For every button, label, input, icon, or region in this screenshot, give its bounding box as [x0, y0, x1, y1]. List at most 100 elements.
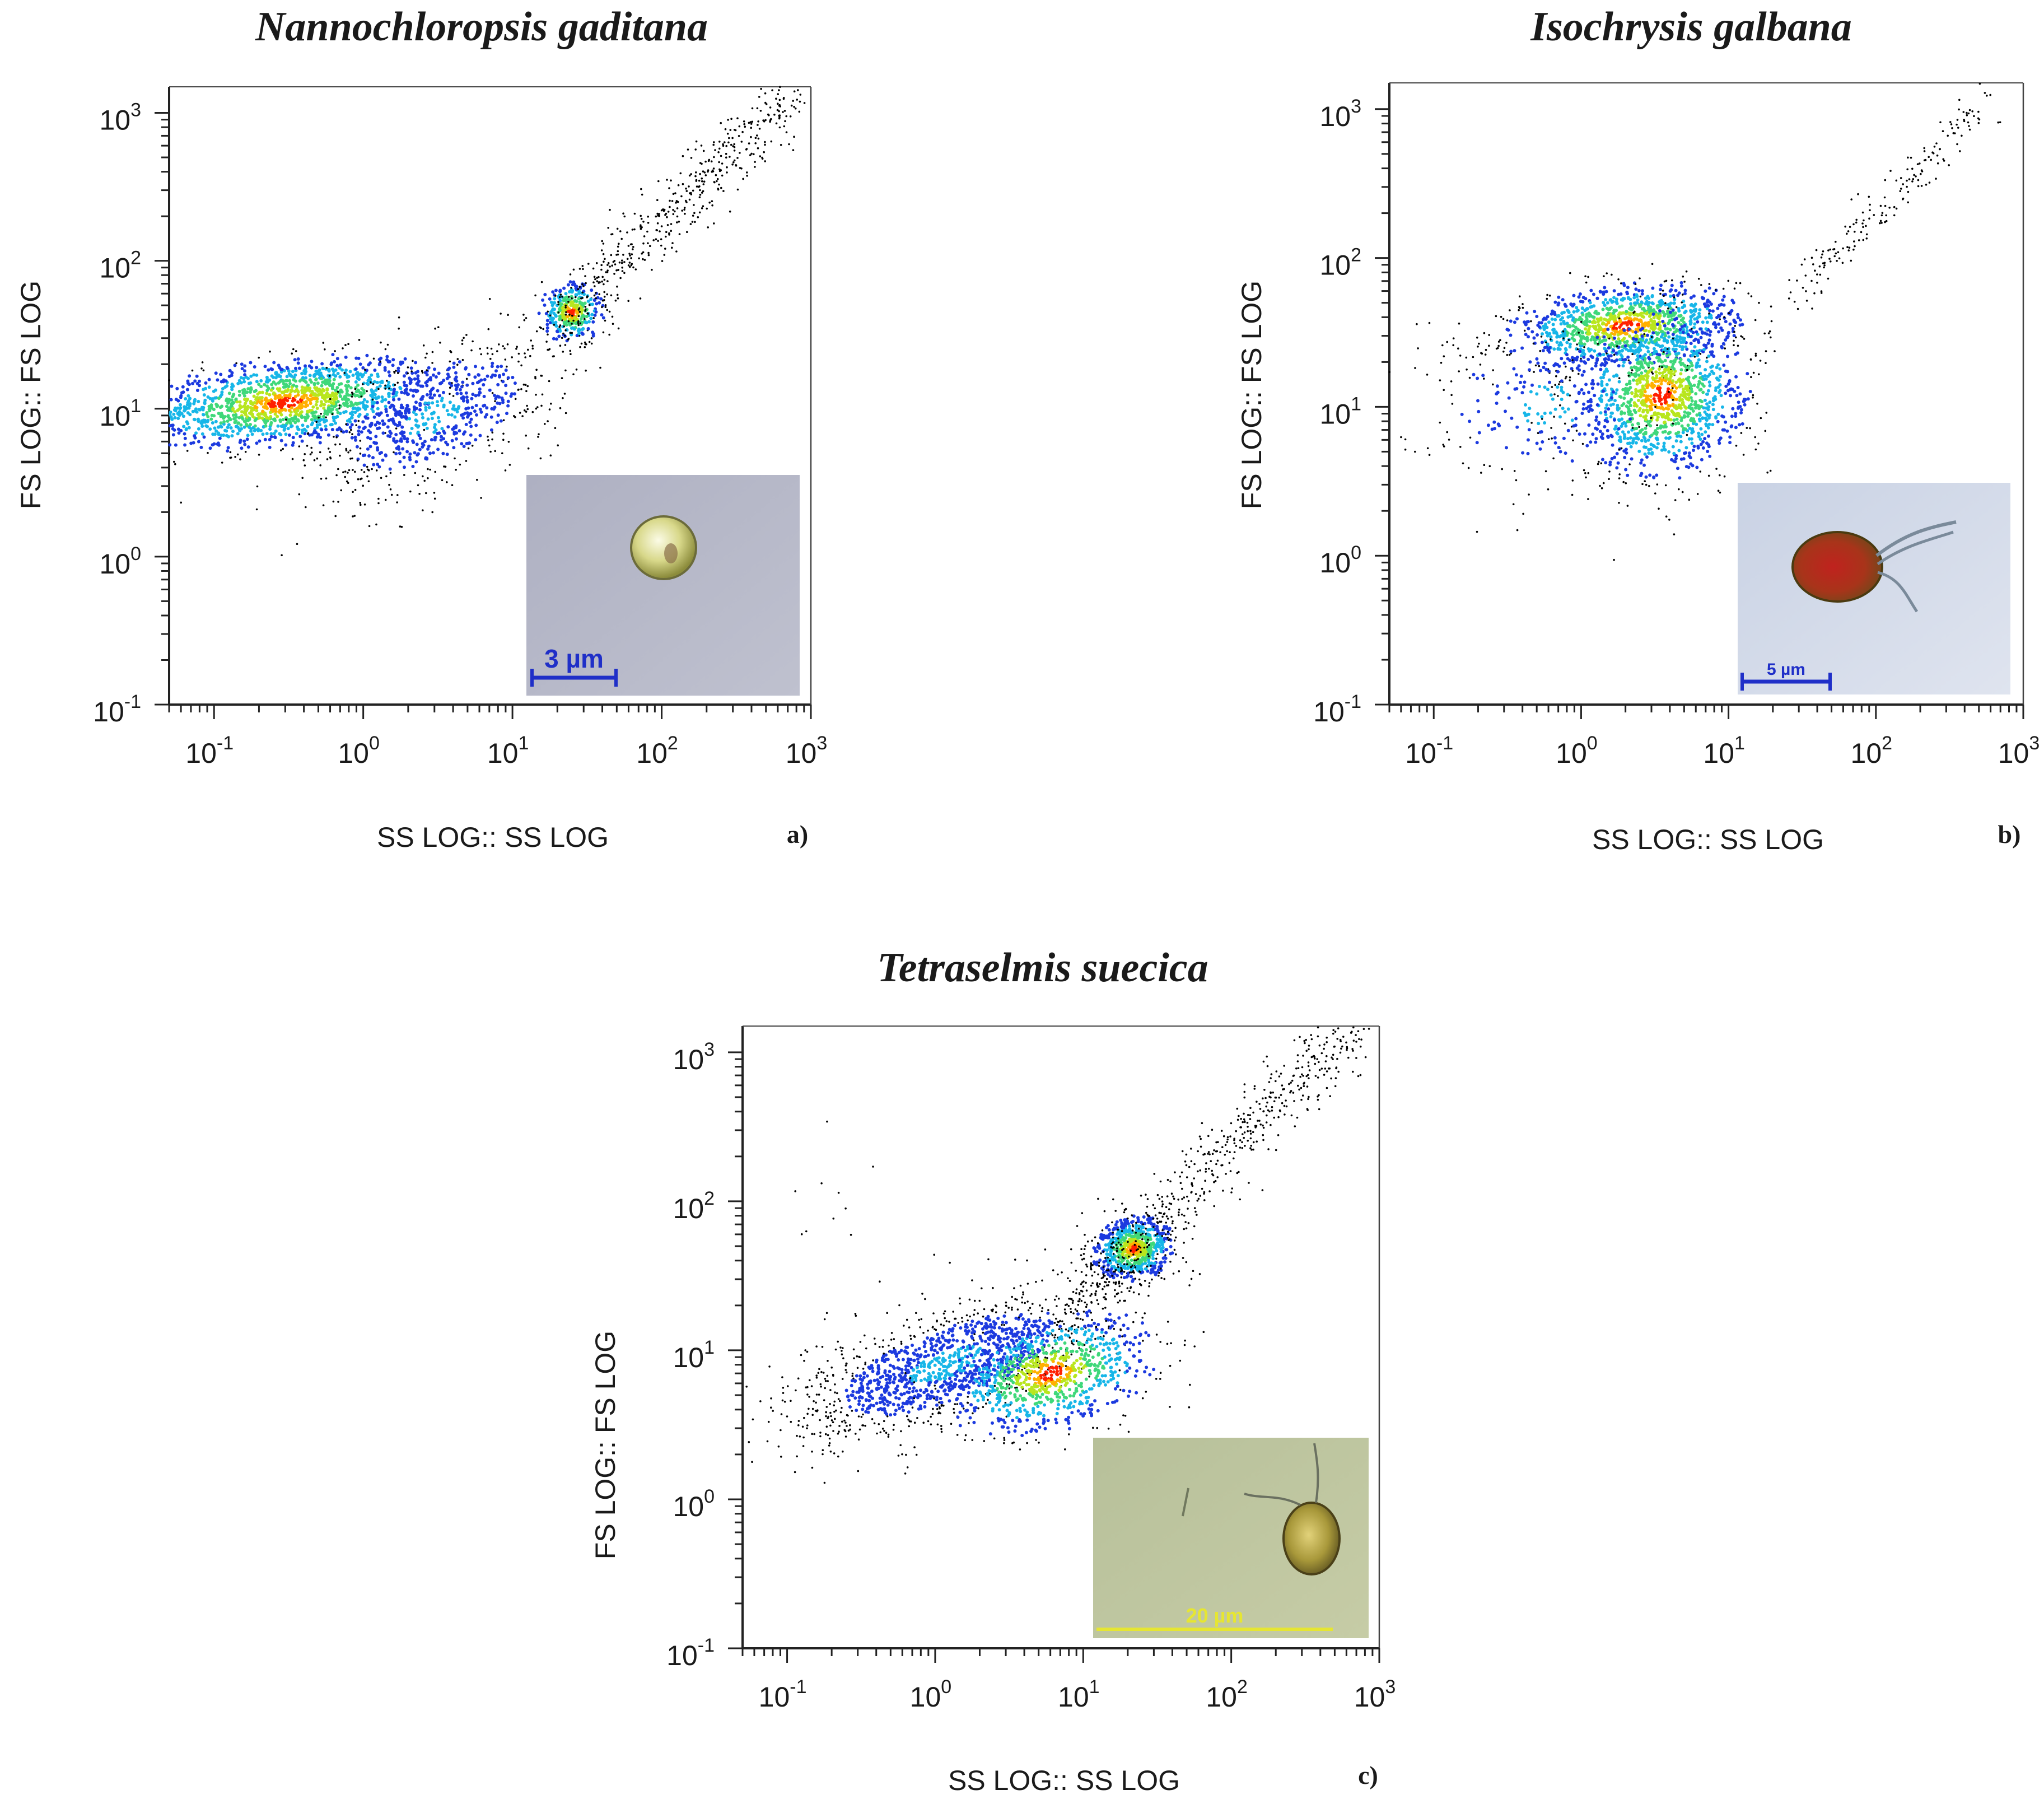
x-tick-label: 10-1 [185, 733, 234, 769]
scatter-point [387, 384, 391, 388]
scatter-point [1584, 383, 1588, 386]
scatter-point [358, 339, 361, 341]
scatter-point [268, 445, 272, 449]
scatter-point [1678, 398, 1682, 402]
scatter-point [226, 426, 230, 430]
scatter-point [391, 358, 395, 362]
scatter-point [1717, 490, 1720, 492]
scatter-point [442, 430, 446, 433]
scatter-point [1581, 296, 1585, 300]
scatter-point [566, 283, 570, 287]
scatter-point [427, 405, 431, 409]
scatter-point [1683, 311, 1687, 315]
scatter-point [240, 367, 244, 371]
scatter-point [1693, 337, 1697, 341]
scatter-point [1602, 335, 1606, 339]
scatter-point [385, 475, 388, 478]
scatter-point [1734, 325, 1736, 327]
scatter-point [253, 365, 256, 369]
scatter-point [277, 363, 281, 367]
scatter-point [1718, 314, 1721, 318]
scatter-point [494, 400, 496, 403]
scatter-point [394, 440, 398, 444]
scatter-point [738, 125, 741, 128]
scatter-point [775, 97, 777, 100]
scatter-point [676, 221, 678, 223]
scatter-point [1575, 399, 1579, 403]
scatter-point [396, 369, 400, 373]
scatter-point [1666, 331, 1670, 335]
scatter-point [240, 405, 244, 409]
scatter-point [640, 215, 642, 217]
scatter-point [1524, 323, 1528, 327]
scatter-point [1497, 344, 1500, 347]
scatter-point [628, 262, 631, 264]
scatter-point [471, 445, 474, 447]
scatter-point [1614, 322, 1617, 326]
scatter-point [666, 216, 668, 218]
scatter-point [334, 396, 338, 400]
scatter-point [578, 268, 581, 270]
scatter-point [1488, 344, 1490, 347]
scatter-point [272, 432, 276, 436]
scatter-point [1598, 430, 1602, 433]
scatter-point [611, 315, 614, 318]
scatter-point [1617, 418, 1621, 422]
scatter-point [1530, 330, 1534, 334]
scatter-point [1603, 425, 1607, 428]
scatter-point [1698, 399, 1702, 402]
scatter-point [434, 470, 436, 473]
scatter-point [300, 372, 304, 375]
scatter-point [1706, 304, 1710, 307]
scatter-point [575, 300, 578, 304]
scatter-point [414, 460, 418, 464]
scatter-point [793, 136, 795, 138]
scatter-point [583, 301, 587, 305]
scatter-point [1696, 320, 1700, 324]
scatter-point [1694, 406, 1697, 410]
scatter-point [473, 409, 477, 413]
scatter-point [285, 375, 289, 379]
scatter-point [757, 120, 759, 123]
scatter-point [1657, 327, 1661, 331]
scatter-point [504, 469, 507, 472]
scatter-point [230, 434, 234, 438]
scatter-point [263, 402, 267, 406]
scatter-point [496, 394, 500, 398]
scatter-point [1677, 449, 1681, 453]
scatter-point [707, 170, 709, 173]
scatter-point [1685, 270, 1688, 273]
scatter-point [293, 358, 297, 362]
scatter-point [176, 399, 180, 403]
scatter-point [1554, 384, 1556, 386]
scatter-point [603, 278, 606, 281]
scatter-point [356, 459, 359, 462]
scatter-point [562, 320, 566, 324]
scatter-point [647, 251, 650, 254]
scatter-point [1648, 473, 1652, 477]
scatter-point [436, 416, 440, 419]
scatter-point [722, 143, 724, 146]
scatter-point [1692, 313, 1696, 316]
scatter-point [594, 278, 596, 281]
scatter-point [258, 454, 260, 456]
scatter-point [1617, 380, 1621, 384]
scatter-point [1681, 390, 1685, 394]
scatter-point [1571, 370, 1574, 372]
scatter-point [332, 377, 336, 381]
scatter-point [280, 390, 284, 394]
scatter-point [291, 436, 295, 440]
scatter-point [171, 427, 175, 431]
scatter-point [615, 269, 618, 272]
scatter-point [655, 229, 657, 231]
scatter-point [707, 160, 710, 162]
scatter-point [757, 137, 760, 140]
scatter-point [592, 281, 595, 284]
scatter-point [1678, 328, 1682, 332]
scatter-point [1617, 313, 1621, 316]
scatter-point [440, 427, 444, 431]
scatter-point [298, 445, 301, 447]
scatter-point [226, 414, 230, 418]
scatter-point [466, 415, 469, 419]
scatter-point [1723, 475, 1726, 478]
